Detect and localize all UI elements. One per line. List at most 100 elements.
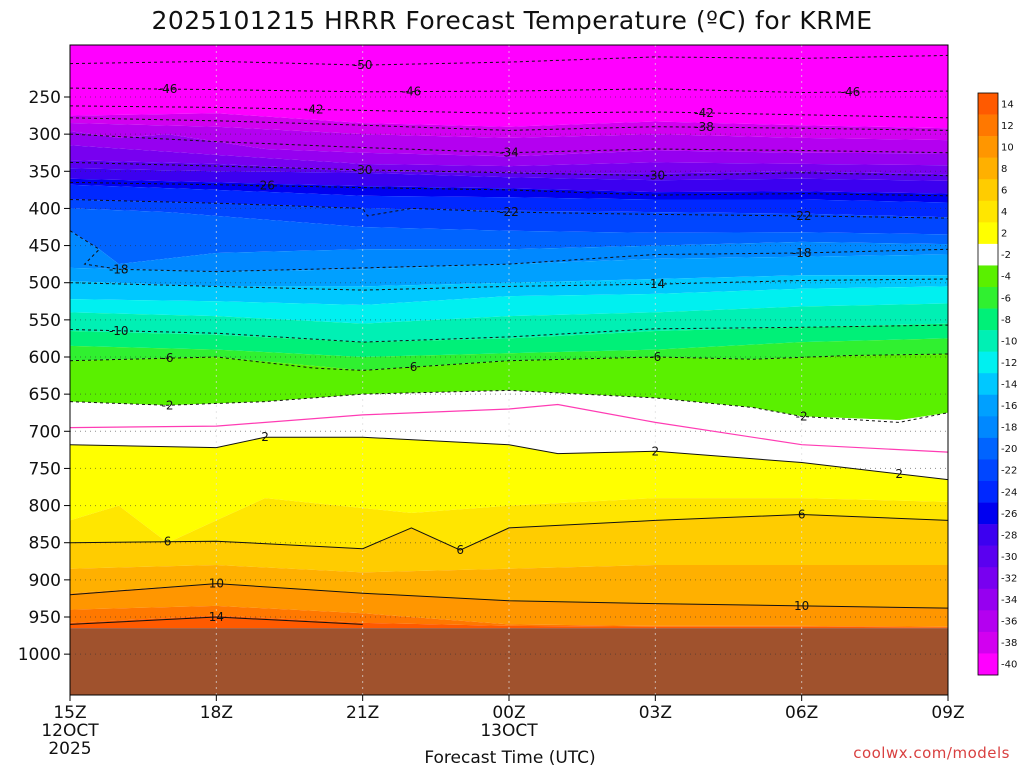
colorbar-swatch-21 <box>978 545 998 568</box>
colorbar-swatch-22 <box>978 567 998 590</box>
colorbar-swatch-2 <box>978 136 998 158</box>
colorbar-swatch-18 <box>978 481 998 503</box>
temp-band-11 <box>70 230 948 272</box>
colorbar-label-14: -16 <box>1001 401 1017 412</box>
colorbar-label-7: -2 <box>1001 250 1011 261</box>
colorbar-swatch-7 <box>978 243 998 266</box>
colorbar-label-1: 12 <box>1001 121 1014 132</box>
colorbar-label-26: -40 <box>1001 660 1017 671</box>
temp-band-12 <box>70 254 948 287</box>
colorbar-label-6: 2 <box>1001 229 1007 240</box>
x-tick-0-2: 2025 <box>48 739 91 759</box>
colorbar-label-12: -12 <box>1001 358 1017 369</box>
colorbar-label-11: -10 <box>1001 336 1017 347</box>
colorbar-label-19: -26 <box>1001 509 1017 520</box>
contour--10 <box>70 324 948 343</box>
colorbar-swatch-24 <box>978 610 998 633</box>
chart-title: 2025101215 HRRR Forecast Temperature (ºC… <box>151 6 872 35</box>
contour-label--18-0: -18 <box>109 262 129 276</box>
y-tick-900: 900 <box>29 571 61 591</box>
colorbar-swatch-25 <box>978 631 998 654</box>
y-tick-750: 750 <box>29 459 61 479</box>
contour-label--10-0: -10 <box>109 324 129 338</box>
x-tick-9-0: 00Z <box>492 703 525 723</box>
contour-label--46-0: -46 <box>158 82 178 96</box>
colorbar-swatch-16 <box>978 437 998 460</box>
temp-band-24 <box>70 583 948 627</box>
contour--34 <box>70 133 948 154</box>
contour-label--2-0: -2 <box>162 398 174 412</box>
temp-band-17 <box>70 338 948 371</box>
contour-label--38-0: -38 <box>694 120 714 134</box>
contour-label-10-0: 10 <box>209 577 224 591</box>
y-tick-300: 300 <box>29 125 61 145</box>
colorbar-label-2: 10 <box>1001 142 1014 153</box>
y-tick-500: 500 <box>29 274 61 294</box>
colorbar: 14 12 10 8 6 4 2 -2 -4 -6 -8 -10 -12 -14 -16 -18 -20 -22 -… <box>977 92 1017 676</box>
contour-label--6-2: -6 <box>649 350 661 364</box>
colorbar-label-15: -18 <box>1001 423 1017 434</box>
contour--50 <box>70 54 948 66</box>
contour-10 <box>70 583 948 609</box>
temp-band-3 <box>70 131 948 167</box>
colorbar-label-8: -4 <box>1001 272 1011 283</box>
contour--6 <box>70 353 948 371</box>
contour-label--6-1: -6 <box>405 360 417 374</box>
temp-band-6 <box>70 168 948 194</box>
y-tick-1000: 1000 <box>18 645 61 665</box>
colorbar-label-10: -8 <box>1001 315 1011 326</box>
credit-link[interactable]: coolwx.com/models <box>853 744 1010 762</box>
contour-label--22-0: -22 <box>499 205 519 219</box>
colorbar-label-22: -32 <box>1001 574 1017 585</box>
colorbar-swatch-17 <box>978 459 998 482</box>
colorbar-swatch-10 <box>978 308 998 331</box>
temp-band-2 <box>70 123 948 157</box>
y-tick-250: 250 <box>29 88 61 108</box>
colorbar-label-5: 4 <box>1001 207 1007 218</box>
temp-band-1 <box>70 113 948 141</box>
contour-label--22-1: -22 <box>792 209 812 223</box>
x-tick-9-1: 13OCT <box>480 721 538 741</box>
colorbar-label-17: -22 <box>1001 466 1017 477</box>
ground-rect <box>70 628 948 695</box>
colorbar-swatch-12 <box>978 351 998 374</box>
x-tick-3-0: 18Z <box>200 703 233 723</box>
contour-label--2-1: -2 <box>796 409 808 423</box>
x-tick-6-0: 21Z <box>346 703 379 723</box>
ground <box>70 628 948 695</box>
contour--30 <box>70 161 948 177</box>
colorbar-swatch-8 <box>978 265 998 288</box>
contour-label-10-1: 10 <box>794 599 809 613</box>
y-axis: 250 300 350 400 450 500 550 600 650 700 750 800 850 9… <box>18 88 70 665</box>
temp-band-21 <box>70 498 948 551</box>
contour--42 <box>70 105 948 119</box>
colorbar-swatch-4 <box>978 179 998 202</box>
colorbar-label-24: -36 <box>1001 617 1017 628</box>
colorbar-swatch-1 <box>978 114 998 137</box>
colorbar-label-25: -38 <box>1001 638 1017 649</box>
colorbar-border <box>977 92 999 676</box>
colorbar-swatch-19 <box>978 502 998 525</box>
contour-0 <box>70 403 948 453</box>
temp-band-13 <box>70 275 948 305</box>
contour-label-6-1: 6 <box>456 543 464 557</box>
y-tick-650: 650 <box>29 385 61 405</box>
contour-label-2-1: 2 <box>652 444 660 458</box>
y-tick-700: 700 <box>29 422 61 442</box>
x-tick-15-0: 06Z <box>785 703 818 723</box>
contour-6 <box>70 513 948 551</box>
colorbar-label-13: -14 <box>1001 380 1017 391</box>
temp-band-4 <box>70 145 948 175</box>
colorbar-label-18: -24 <box>1001 487 1017 498</box>
x-tick-18-0: 09Z <box>931 703 964 723</box>
colorbar-swatch-20 <box>978 524 998 546</box>
colorbar-label-20: -28 <box>1001 530 1017 541</box>
contour-label--26-0: -26 <box>255 179 275 193</box>
contour--14 <box>70 278 948 291</box>
x-tick-0-1: 12OCT <box>41 721 99 741</box>
colorbar-label-16: -20 <box>1001 444 1017 455</box>
colorbar-swatch-23 <box>978 588 998 611</box>
contour-14 <box>70 616 363 625</box>
contour-label--46-1: -46 <box>402 85 422 99</box>
contour-label--42-1: -42 <box>694 106 714 120</box>
